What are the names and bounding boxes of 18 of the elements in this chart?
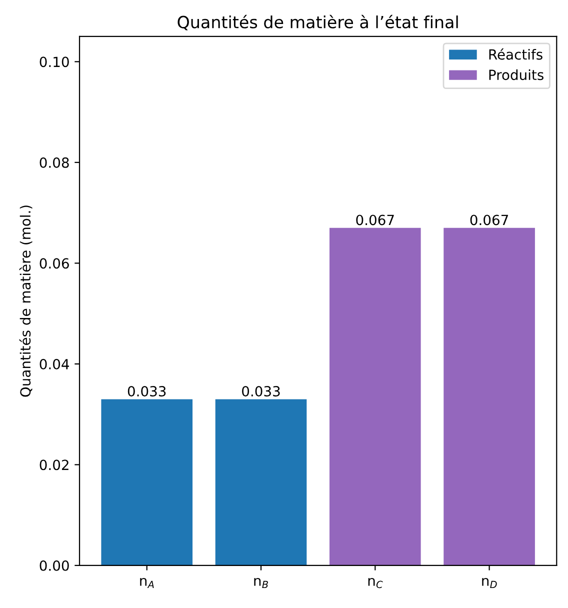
x-tick-label: n$_{D}$ [482, 578, 497, 588]
y-axis-title: Quantités de matière (mol.) [19, 206, 32, 397]
y-tick-label: 0.10 [40, 56, 69, 68]
x-tick-label: n$_{A}$ [140, 578, 154, 588]
x-tick-label: n$_{B}$ [254, 578, 268, 588]
y-tick-label: 0.00 [40, 560, 69, 571]
x-tick-label: n$_{C}$ [368, 578, 383, 588]
y-tick-label: 0.08 [40, 157, 69, 168]
data-label: 0.033 [128, 386, 166, 397]
y-tick-label: 0.06 [40, 258, 69, 269]
data-label: 0.033 [242, 386, 280, 397]
legend-label: Produits [489, 69, 544, 80]
y-tick-label: 0.04 [40, 358, 70, 370]
chart-title: Quantités de matière à l’état final [178, 14, 458, 30]
y-tick-label: 0.02 [40, 460, 68, 470]
data-label: 0.067 [356, 214, 394, 226]
legend-label: Réactifs [489, 48, 542, 60]
data-label: 0.067 [470, 214, 508, 226]
